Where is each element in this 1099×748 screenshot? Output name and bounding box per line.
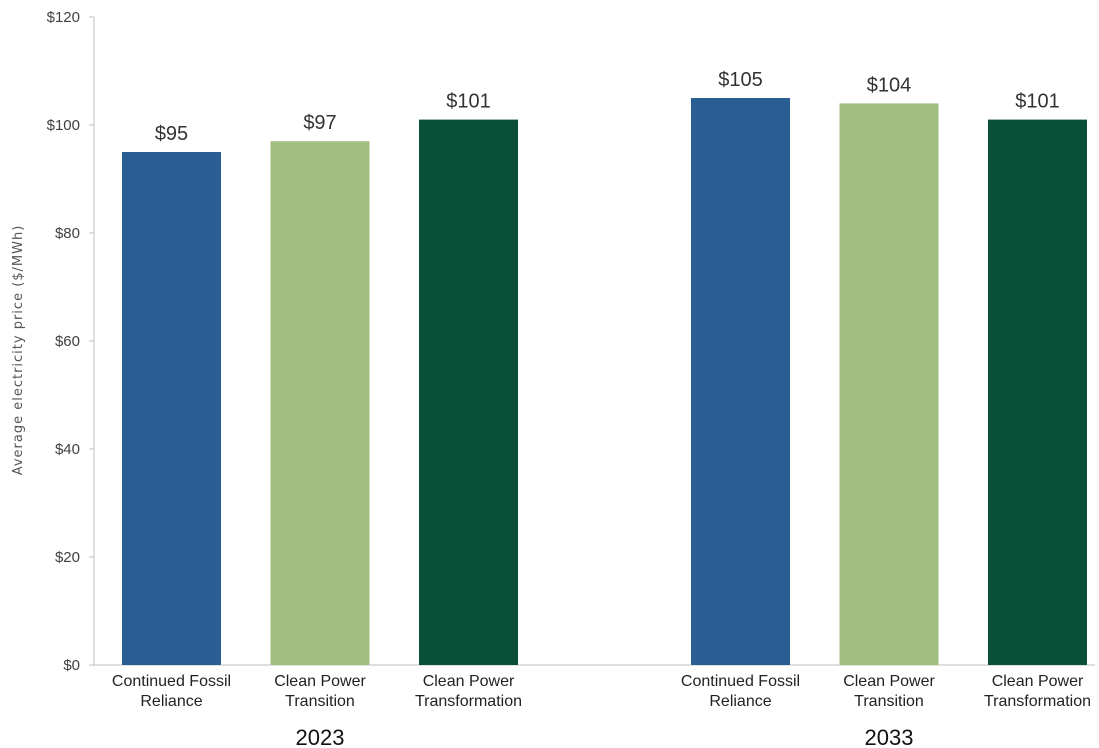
data-label: $97 <box>303 112 336 134</box>
y-tick-label: $60 <box>55 333 80 350</box>
y-tick-label: $120 <box>47 9 80 26</box>
category-label: Clean Power Transition <box>843 673 935 710</box>
bar <box>839 103 939 665</box>
data-label: $104 <box>867 74 912 96</box>
y-tick-label: $20 <box>55 549 80 566</box>
data-label: $101 <box>446 91 491 113</box>
bar <box>419 119 518 666</box>
category-label: Clean Power Transformation <box>415 673 522 710</box>
bar <box>270 141 370 665</box>
data-label: $95 <box>155 123 188 145</box>
labels: $95 Continued Fossil Reliance $97 Clean Powe… <box>112 69 1091 748</box>
category-label: Clean Power Transition <box>274 673 366 710</box>
data-label: $105 <box>718 69 763 91</box>
group-label: 2023 <box>296 725 345 748</box>
y-tick-label: $40 <box>55 441 80 458</box>
bar <box>691 98 790 665</box>
group-label: 2033 <box>865 725 914 748</box>
category-label: Continued Fossil Reliance <box>681 673 800 710</box>
y-tick-label: $80 <box>55 225 80 242</box>
category-label: Continued Fossil Reliance <box>112 673 231 710</box>
bar <box>122 152 221 665</box>
bars <box>122 98 1087 666</box>
y-tick-label: $100 <box>47 117 80 134</box>
bar <box>988 119 1087 666</box>
data-label: $101 <box>1015 91 1060 113</box>
y-tick-label: $0 <box>63 657 80 674</box>
y-axis-title: Average electricity price ($/MWh) <box>11 225 26 476</box>
category-label: Clean Power Transformation <box>984 673 1091 710</box>
